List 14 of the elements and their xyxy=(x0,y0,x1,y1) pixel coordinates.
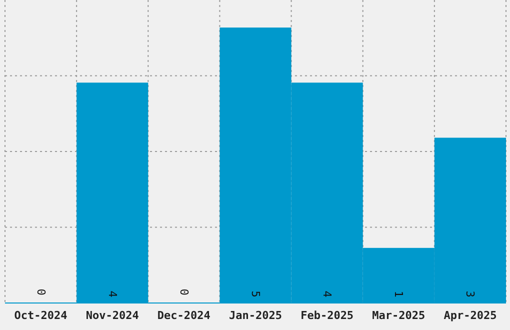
data-label: 0 xyxy=(177,288,190,296)
data-label: 0 xyxy=(34,288,48,296)
x-tick-label: Apr-2025 xyxy=(444,309,497,322)
x-tick-label: Jan-2025 xyxy=(229,309,282,322)
x-tick-label: Dec-2024 xyxy=(157,309,211,322)
x-tick-label: Mar-2025 xyxy=(372,309,426,322)
data-label: 4 xyxy=(106,290,119,298)
data-label: 3 xyxy=(464,290,477,298)
data-label: 1 xyxy=(392,290,406,298)
x-tick-label: Nov-2024 xyxy=(86,309,140,322)
x-tick-label: Oct-2024 xyxy=(14,309,68,322)
data-label: 5 xyxy=(249,290,262,298)
data-label: 4 xyxy=(320,290,334,298)
x-tick-label: Feb-2025 xyxy=(300,309,354,322)
